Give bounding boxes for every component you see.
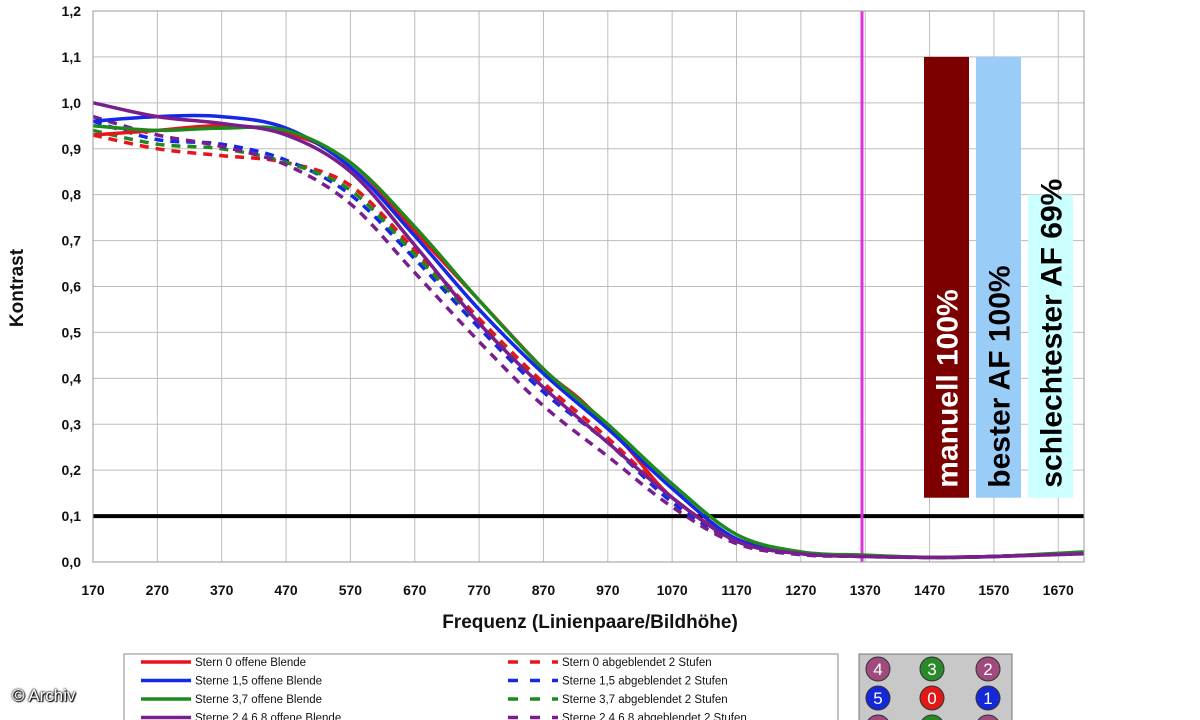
star-dot-label: 1: [983, 689, 992, 708]
x-tick-label: 1670: [1043, 582, 1074, 598]
series-lines: [92, 101, 1085, 560]
x-tick-label: 370: [210, 582, 234, 598]
star-dot-label: 5: [873, 689, 882, 708]
credit: © Archiv: [12, 686, 76, 705]
legend-item-label: Stern 0 offene Blende: [195, 657, 306, 669]
y-tick-label: 0,1: [62, 508, 82, 524]
x-tick-label: 1070: [657, 582, 688, 598]
star-dot-label: 3: [927, 660, 936, 679]
focus-bar-label: schlechtester AF 69%: [1036, 179, 1069, 488]
star-dot: [865, 685, 891, 711]
star-dot: [919, 656, 945, 682]
legend-box: [123, 653, 839, 720]
star-dot: [975, 656, 1001, 682]
legend-item-label: Stern 0 abgeblendet 2 Stufen: [562, 657, 712, 669]
focus-bar-label: bester AF 100%: [984, 265, 1017, 487]
star-map: 4 3 2 5 0 1: [858, 653, 1013, 720]
y-tick-label: 1,1: [62, 49, 82, 65]
tick-labels: 0,0 0,1 0,2 0,3 0,4 0,5 0,6 0,7 0,8 0,9 1,0 1,1 1,2 1…: [62, 3, 1075, 598]
star-dot-label: 4: [873, 660, 882, 679]
y-tick-label: 0,7: [62, 233, 82, 249]
focus-bar: [924, 56, 969, 498]
y-tick-label: 0,3: [62, 416, 82, 432]
legend-item-label: Sterne 1,5 abgeblendet 2 Stufen: [562, 676, 728, 688]
y-tick-label: 0,6: [62, 279, 82, 295]
star-dot-label: 0: [927, 689, 936, 708]
star-dot: [919, 685, 945, 711]
y-tick-label: 0,4: [62, 370, 82, 386]
legend-item-label: Sterne 3,7 offene Blende: [195, 694, 322, 706]
star-dot: [977, 714, 999, 720]
x-tick-label: 1370: [850, 582, 881, 598]
x-tick-label: 770: [467, 582, 491, 598]
focus-bar: [1028, 194, 1073, 498]
x-tick-label: 570: [339, 582, 363, 598]
y-tick-label: 0,2: [62, 462, 82, 478]
y-tick-label: 0,9: [62, 141, 82, 157]
bars: manuell 100% bester AF 100% schlechtester …: [924, 56, 1073, 498]
star-dot: [975, 685, 1001, 711]
focus-bar-label: manuell 100%: [932, 289, 965, 487]
plot-frame: [92, 10, 1085, 563]
star-dot: [867, 714, 889, 720]
grid: [92, 10, 1084, 563]
x-tick-label: 470: [274, 582, 298, 598]
y-tick-label: 0,5: [62, 324, 82, 340]
legend-item-label: Sterne 3,7 abgeblendet 2 Stufen: [562, 694, 728, 706]
x-tick-label: 170: [81, 582, 105, 598]
x-tick-label: 870: [532, 582, 556, 598]
star-dot: [921, 714, 943, 720]
y-tick-label: 0,8: [62, 187, 82, 203]
reference-lines: [93, 11, 1084, 562]
y-tick-label: 0,0: [62, 554, 82, 570]
legend-item-label: Sterne 1,5 offene Blende: [195, 676, 322, 688]
series-line: [92, 119, 1085, 560]
x-tick-label: 670: [403, 582, 427, 598]
series-line: [92, 101, 1085, 560]
star-dot: [865, 656, 891, 682]
y-axis-title: Kontrast: [7, 248, 28, 327]
y-tick-label: 1,0: [62, 95, 82, 111]
focus-bar: [976, 56, 1021, 498]
x-axis-title: Frequenz (Linienpaare/Bildhöhe): [442, 612, 738, 633]
legend-item-label: Sterne 2,4,6,8 offene Blende: [195, 713, 341, 720]
x-tick-label: 1170: [721, 582, 752, 598]
y-tick-label: 1,2: [62, 3, 82, 19]
star-dot-label: 2: [983, 660, 992, 679]
x-tick-label: 270: [146, 582, 170, 598]
legend-item-label: Sterne 2,4,6,8 abgeblendet 2 Stufen: [562, 713, 747, 720]
x-tick-label: 1570: [978, 582, 1009, 598]
x-tick-label: 1470: [914, 582, 945, 598]
x-tick-label: 1270: [785, 582, 816, 598]
legend: Stern 0 offene Blende Sterne 1,5 offene B…: [123, 653, 839, 720]
x-tick-label: 970: [596, 582, 620, 598]
